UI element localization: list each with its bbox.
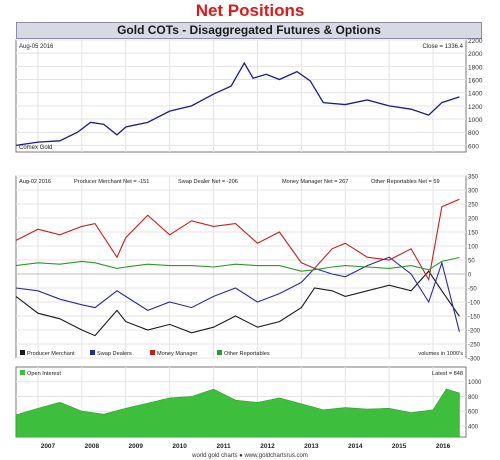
legend-label: Money Manager (157, 351, 198, 357)
other-reportables-line (15, 256, 460, 272)
net-y-tick-label: 250 (468, 203, 479, 209)
legend-swatch-producer-merchant (20, 350, 25, 355)
legend-swatch-swap-dealers (90, 350, 95, 355)
oi-y-tick-label: 400 (468, 424, 479, 430)
legend-swatch-other-reportables (217, 350, 222, 355)
net-y-tick-label: -200 (468, 329, 481, 335)
page-headline: Net Positions (195, 1, 305, 20)
net-date-label: Aug-02 2016 (19, 179, 51, 185)
net-y-tick-label: 200 (468, 217, 479, 223)
net-y-tick-label: 350 (468, 175, 479, 181)
net-y-tick-label: 100 (468, 245, 479, 251)
price-y-tick-label: 600 (468, 143, 479, 150)
oi-y-tick-label: 600 (468, 410, 479, 416)
price-y-tick-label: 1400 (468, 91, 483, 98)
x-tick-label: 2007 (41, 443, 56, 450)
x-tick-label: 2011 (217, 443, 231, 450)
net-y-tick-label: 150 (468, 231, 479, 237)
legend-label: Producer Merchant (27, 351, 75, 357)
x-tick-label: 2009 (129, 443, 144, 450)
net-reading-label: Money Manager Net = 267 (282, 179, 348, 185)
gold-price-line (15, 61, 460, 147)
oi-y-tick-label: 800 (468, 395, 479, 401)
oi-latest-label: Latest = 848 (432, 371, 463, 377)
x-tick-label: 2008 (85, 443, 100, 450)
gold-close-label: Close = 1336.4 (422, 44, 463, 50)
price-y-tick-label: 2200 (468, 38, 483, 45)
x-tick-label: 2015 (392, 443, 407, 450)
x-tick-label: 2012 (260, 443, 275, 450)
net-y-tick-label: -50 (468, 287, 477, 293)
legend-label: Other Reportables (224, 351, 270, 357)
panel-frame-2 (15, 175, 467, 359)
net-reading-label: Swap Dealer Net = -206 (178, 179, 238, 185)
net-y-tick-label: 50 (468, 259, 475, 265)
legend-swatch-open-interest (20, 370, 25, 375)
footer-credit: world gold charts ● www.goldchartsrus.co… (191, 453, 308, 459)
legend-swatch-money-manager (150, 350, 155, 355)
net-y-tick-label: -150 (468, 315, 481, 321)
units-note: volumes in 1000's (418, 351, 463, 357)
x-tick-label: 2013 (304, 443, 319, 450)
price-y-tick-label: 1200 (468, 104, 483, 111)
open-interest-area (15, 388, 460, 438)
net-reading-label: Producer Merchant Net = -151 (74, 179, 149, 185)
x-tick-label: 2014 (348, 443, 363, 450)
legend-label: Swap Dealers (97, 351, 132, 357)
price-y-tick-label: 2000 (468, 51, 483, 58)
net-reading-label: Other Reportables Net = 59 (371, 179, 440, 185)
swap-dealers-line (15, 256, 460, 332)
net-y-tick-label: -300 (468, 357, 481, 363)
money-manager-line (15, 198, 460, 282)
price-y-tick-label: 1000 (468, 117, 483, 124)
price-y-tick-label: 1600 (468, 78, 483, 85)
net-y-tick-label: -100 (468, 301, 481, 307)
net-y-tick-label: 300 (468, 189, 479, 195)
oi-y-tick-label: 1000 (468, 380, 482, 386)
panel-frame-1 (15, 39, 467, 153)
x-tick-label: 2016 (436, 443, 451, 450)
price-date-label: Aug-05 2016 (19, 44, 54, 50)
price-y-tick-label: 800 (468, 130, 479, 137)
source-label: Comex Gold (19, 145, 52, 151)
legend-label: Open Interest (27, 371, 61, 377)
net-y-tick-label: 0 (468, 273, 472, 279)
producer-merchant-line (15, 270, 460, 337)
price-y-tick-label: 1800 (468, 64, 483, 71)
chart-title: Gold COTs - Disaggregated Futures & Opti… (16, 22, 482, 39)
net-y-tick-label: -250 (468, 343, 481, 349)
x-tick-label: 2010 (172, 443, 187, 450)
